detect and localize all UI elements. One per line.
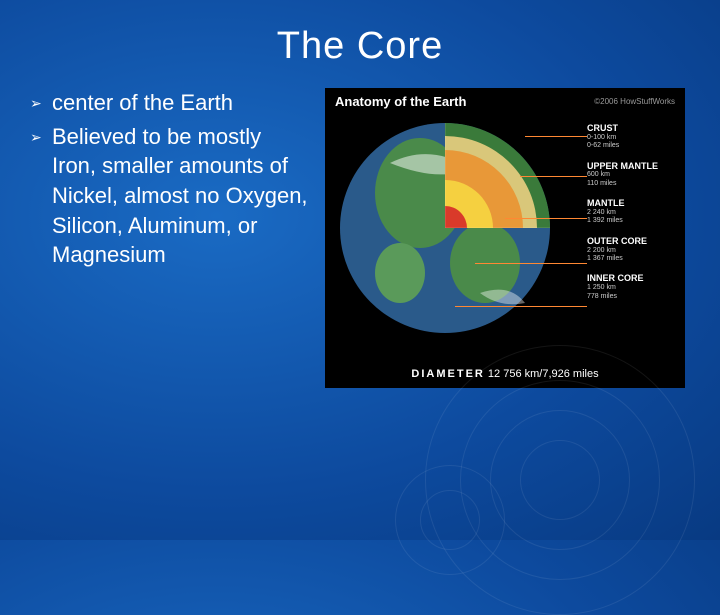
callout-line (455, 306, 587, 307)
bullet-text: Believed to be mostly Iron, smaller amou… (52, 122, 310, 270)
label-inner-core: INNER CORE 1 250 km 778 miles (587, 273, 677, 301)
diagram-header: Anatomy of the Earth ©2006 HowStuffWorks (325, 88, 685, 115)
slide-title: The Core (0, 0, 720, 88)
callout-line (525, 136, 587, 137)
bullet-list: ➢ center of the Earth ➢ Believed to be m… (30, 88, 310, 388)
earth-cutaway (340, 123, 550, 333)
ripple-decoration (395, 465, 505, 575)
label-crust: CRUST 0-100 km 0-62 miles (587, 123, 677, 151)
bullet-item: ➢ Believed to be mostly Iron, smaller am… (30, 122, 310, 270)
bullet-text: center of the Earth (52, 88, 310, 118)
label-mantle: MANTLE 2 240 km 1 392 miles (587, 198, 677, 226)
bullet-item: ➢ center of the Earth (30, 88, 310, 118)
bullet-marker-icon: ➢ (30, 88, 52, 118)
content-row: ➢ center of the Earth ➢ Believed to be m… (0, 88, 720, 388)
diagram-title: Anatomy of the Earth (335, 94, 466, 109)
label-upper-mantle: UPPER MANTLE 600 km 110 miles (587, 161, 677, 189)
label-outer-core: OUTER CORE 2 200 km 1 367 miles (587, 236, 677, 264)
bullet-marker-icon: ➢ (30, 122, 52, 270)
continent (375, 243, 425, 303)
earth-svg (340, 123, 550, 333)
layer-labels: CRUST 0-100 km 0-62 miles UPPER MANTLE 6… (587, 123, 677, 311)
diagram-container: Anatomy of the Earth ©2006 HowStuffWorks (325, 88, 685, 388)
earth-diagram: Anatomy of the Earth ©2006 HowStuffWorks (325, 88, 685, 388)
diagram-copyright: ©2006 HowStuffWorks (594, 97, 675, 106)
callout-line (475, 263, 587, 264)
callout-line (520, 176, 587, 177)
callout-line (505, 218, 587, 219)
